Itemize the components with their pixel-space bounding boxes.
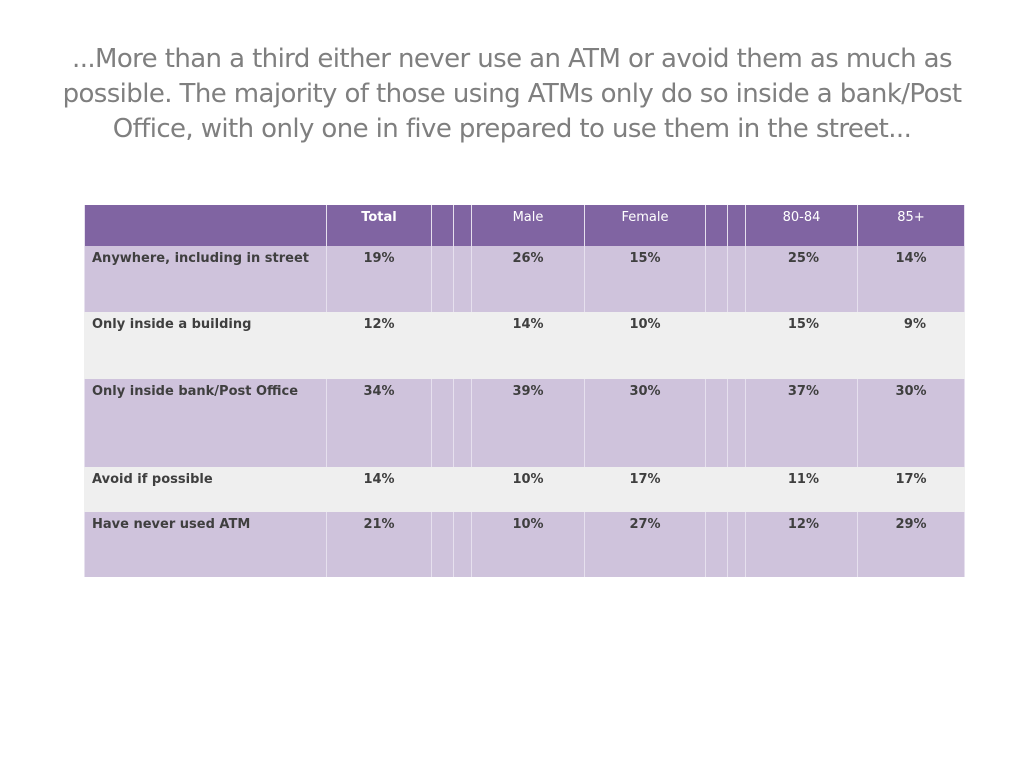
cell-85-plus: 29% [857,512,965,577]
cell-80-84: 12% [745,512,858,577]
cell-80-84: 15% [745,312,858,379]
spacer-cell [727,246,746,312]
cell-85-plus: 30% [857,379,965,467]
spacer-cell [431,246,454,312]
atm-usage-table: Total Male Female 80-84 85+ Anywhere, in… [84,205,965,577]
column-header-spacer [705,205,728,246]
spacer-cell [727,312,746,379]
spacer-cell [431,512,454,577]
cell-female: 27% [584,512,706,577]
table-row: Have never used ATM 21% 10% 27% 12% 29% [84,512,965,577]
cell-male: 14% [471,312,585,379]
spacer-cell [705,312,728,379]
cell-male: 10% [471,512,585,577]
table-row: Avoid if possible 14% 10% 17% 11% 17% [84,467,965,512]
table-row: Anywhere, including in street 19% 26% 15… [84,246,965,312]
spacer-cell [705,379,728,467]
row-label: Have never used ATM [84,512,327,577]
spacer-cell [431,467,454,512]
spacer-cell [453,512,472,577]
row-label: Only inside bank/Post Office [84,379,327,467]
column-header-total: Total [326,205,432,246]
table-row: Only inside bank/Post Office 34% 39% 30%… [84,379,965,467]
slide-heading: ...More than a third either never use an… [62,44,962,144]
spacer-cell [453,246,472,312]
cell-85-plus: 14% [857,246,965,312]
cell-total: 14% [326,467,432,512]
column-header-female: Female [584,205,706,246]
table-row: Only inside a building 12% 14% 10% 15% 9… [84,312,965,379]
spacer-cell [431,312,454,379]
row-label: Avoid if possible [84,467,327,512]
cell-85-plus: 9% [857,312,965,379]
cell-female: 10% [584,312,706,379]
cell-female: 17% [584,467,706,512]
spacer-cell [705,512,728,577]
column-header-spacer [727,205,746,246]
cell-80-84: 25% [745,246,858,312]
row-label: Anywhere, including in street [84,246,327,312]
column-header-spacer [453,205,472,246]
cell-total: 19% [326,246,432,312]
cell-85-plus: 17% [857,467,965,512]
cell-female: 15% [584,246,706,312]
cell-male: 39% [471,379,585,467]
cell-total: 21% [326,512,432,577]
cell-female: 30% [584,379,706,467]
spacer-cell [453,312,472,379]
spacer-cell [727,467,746,512]
cell-male: 26% [471,246,585,312]
column-header-male: Male [471,205,585,246]
spacer-cell [727,379,746,467]
column-header-85-plus: 85+ [857,205,965,246]
column-header-spacer [431,205,454,246]
spacer-cell [705,246,728,312]
spacer-cell [453,467,472,512]
spacer-cell [453,379,472,467]
cell-male: 10% [471,467,585,512]
table-header-row: Total Male Female 80-84 85+ [84,205,965,246]
column-header-80-84: 80-84 [745,205,858,246]
cell-80-84: 11% [745,467,858,512]
cell-total: 12% [326,312,432,379]
spacer-cell [727,512,746,577]
column-header-label [84,205,327,246]
spacer-cell [431,379,454,467]
spacer-cell [705,467,728,512]
cell-total: 34% [326,379,432,467]
row-label: Only inside a building [84,312,327,379]
cell-80-84: 37% [745,379,858,467]
